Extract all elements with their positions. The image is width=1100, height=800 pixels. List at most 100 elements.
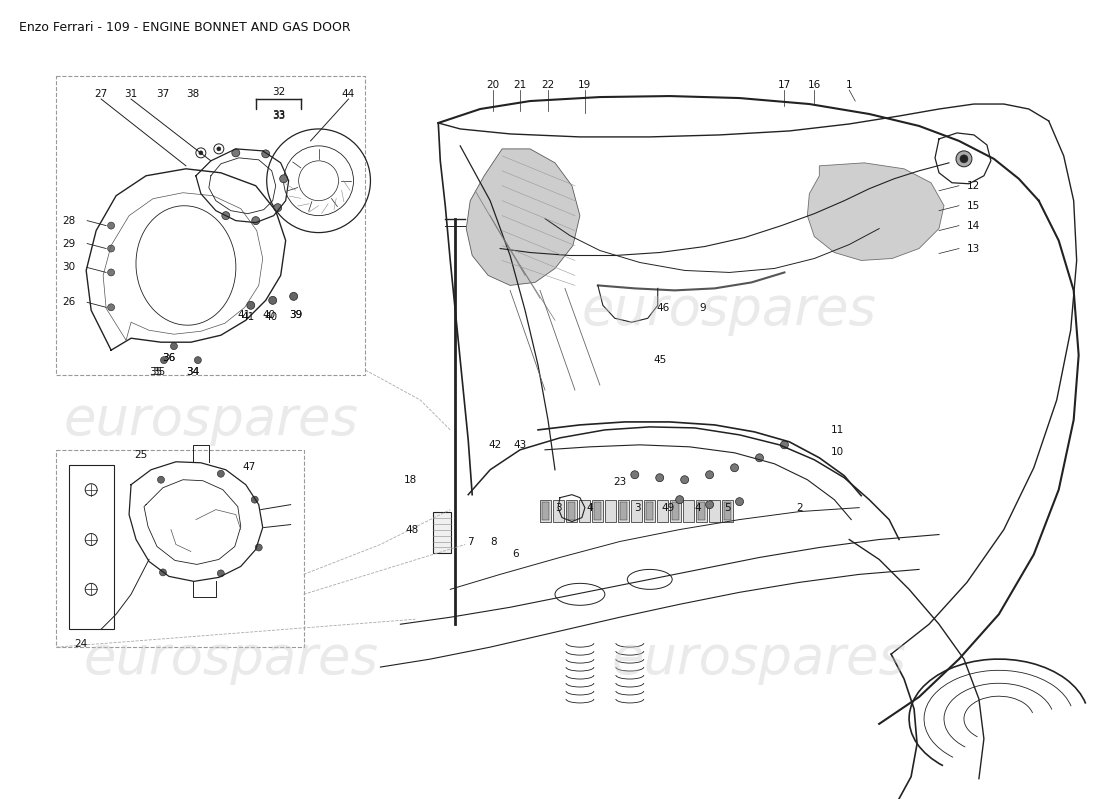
Text: 2: 2 [796, 502, 803, 513]
Bar [605, 500, 616, 522]
Circle shape [262, 150, 270, 158]
Circle shape [170, 342, 177, 350]
Circle shape [268, 296, 277, 304]
Text: 36: 36 [163, 353, 176, 363]
Circle shape [289, 292, 298, 300]
Bar [657, 500, 668, 522]
Text: 26: 26 [63, 298, 76, 307]
Text: 18: 18 [404, 474, 417, 485]
Circle shape [705, 501, 714, 509]
Text: 15: 15 [967, 201, 980, 210]
Circle shape [252, 217, 260, 225]
Text: eurospares: eurospares [582, 284, 877, 336]
Text: 31: 31 [124, 89, 138, 99]
Text: 41: 41 [241, 312, 254, 322]
Bar [56, 76, 365, 375]
Text: 35: 35 [150, 367, 163, 377]
Bar [708, 500, 719, 522]
Text: 39: 39 [289, 310, 302, 320]
Text: 11: 11 [830, 425, 844, 435]
Circle shape [199, 151, 202, 155]
Text: 1: 1 [846, 80, 852, 90]
Text: 47: 47 [242, 462, 255, 472]
Bar [56, 450, 304, 647]
Text: 19: 19 [579, 80, 592, 90]
Text: 27: 27 [95, 89, 108, 99]
Bar [672, 502, 679, 519]
Text: 5: 5 [724, 502, 730, 513]
Bar [579, 500, 590, 522]
Text: 9: 9 [700, 303, 706, 314]
Bar [542, 502, 549, 519]
Circle shape [108, 222, 114, 229]
Text: 28: 28 [63, 216, 76, 226]
Circle shape [222, 212, 230, 220]
Text: 48: 48 [406, 525, 419, 534]
Text: 41: 41 [238, 310, 251, 320]
Circle shape [705, 470, 714, 478]
Polygon shape [807, 163, 944, 261]
Circle shape [232, 149, 240, 157]
Circle shape [279, 174, 288, 182]
Circle shape [108, 304, 114, 311]
Circle shape [157, 476, 165, 483]
Circle shape [681, 476, 689, 484]
Text: 44: 44 [342, 89, 355, 99]
Text: 20: 20 [486, 80, 499, 90]
Bar [722, 500, 733, 522]
Text: 3: 3 [554, 502, 561, 513]
Text: 40: 40 [262, 310, 275, 320]
Text: 46: 46 [656, 303, 669, 314]
Bar [433, 512, 451, 554]
Text: Enzo Ferrari - 109 - ENGINE BONNET AND GAS DOOR: Enzo Ferrari - 109 - ENGINE BONNET AND G… [20, 22, 351, 34]
Circle shape [217, 147, 221, 151]
Text: 34: 34 [186, 367, 199, 377]
Text: 4: 4 [586, 502, 593, 513]
Text: 37: 37 [156, 89, 169, 99]
Text: 33: 33 [272, 110, 285, 120]
Text: 13: 13 [967, 243, 980, 254]
Text: 32: 32 [272, 87, 285, 97]
Text: 3: 3 [635, 502, 641, 513]
Text: 7: 7 [466, 537, 473, 546]
Circle shape [246, 302, 255, 310]
Bar [724, 502, 730, 519]
Text: 24: 24 [75, 639, 88, 649]
Bar [670, 500, 681, 522]
Circle shape [108, 245, 114, 252]
Circle shape [730, 464, 738, 472]
Text: 16: 16 [807, 80, 821, 90]
Text: 34: 34 [186, 367, 199, 377]
Circle shape [218, 570, 224, 577]
Circle shape [218, 470, 224, 478]
Bar [594, 502, 601, 519]
Text: 30: 30 [63, 262, 76, 273]
Circle shape [160, 569, 166, 576]
Circle shape [274, 204, 282, 212]
Circle shape [255, 544, 262, 551]
Bar [618, 500, 629, 522]
Text: 17: 17 [778, 80, 791, 90]
Bar [592, 500, 603, 522]
Circle shape [251, 496, 258, 503]
Text: 8: 8 [490, 537, 496, 546]
Circle shape [675, 496, 684, 504]
Text: 45: 45 [653, 355, 667, 365]
Text: 6: 6 [512, 550, 518, 559]
Bar [644, 500, 654, 522]
Bar [683, 500, 694, 522]
Text: 21: 21 [514, 80, 527, 90]
Circle shape [736, 498, 744, 506]
Text: 14: 14 [967, 221, 980, 230]
Text: eurospares: eurospares [84, 633, 378, 685]
Text: 39: 39 [289, 310, 302, 320]
Bar [630, 500, 641, 522]
Circle shape [195, 357, 201, 364]
Circle shape [630, 470, 639, 478]
Bar [566, 500, 576, 522]
Bar [540, 500, 551, 522]
Text: 38: 38 [186, 89, 199, 99]
Text: 49: 49 [661, 502, 674, 513]
Polygon shape [466, 149, 580, 286]
Circle shape [161, 357, 167, 364]
